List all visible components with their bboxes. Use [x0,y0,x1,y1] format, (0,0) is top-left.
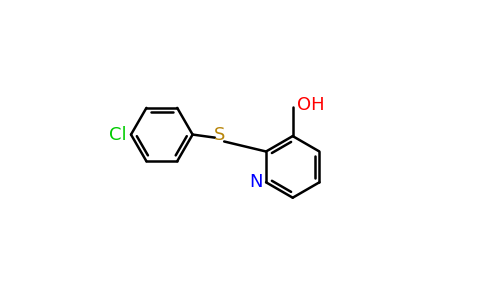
Text: Cl: Cl [109,126,126,144]
Text: N: N [249,173,263,191]
Text: OH: OH [297,95,325,113]
Text: S: S [214,126,225,144]
